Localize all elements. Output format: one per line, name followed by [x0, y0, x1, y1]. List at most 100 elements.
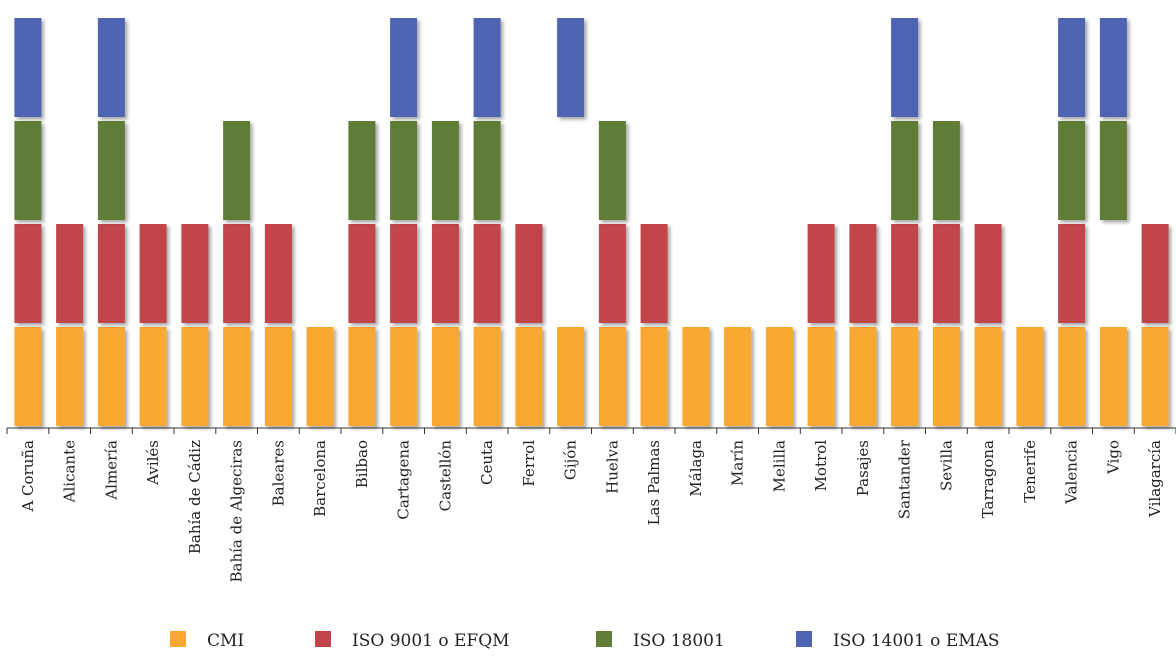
category-label: Marín	[729, 440, 747, 486]
category-label: Cartagena	[395, 440, 413, 520]
bar-iso-14001-o-emas-11	[473, 18, 501, 117]
bar-iso-9001-o-efqm-12	[515, 224, 543, 323]
bar-iso-14001-o-emas-2	[97, 18, 125, 117]
category-label: Ceuta	[478, 440, 496, 485]
bar-cmi-13	[557, 327, 585, 426]
category-label: Bahía de Cádiz	[186, 440, 204, 554]
bar-cmi-26	[1099, 327, 1127, 426]
bar-cmi-2	[97, 327, 125, 426]
bar-cmi-3	[139, 327, 167, 426]
bar-cmi-27	[1141, 327, 1169, 426]
bar-iso-18001-8	[348, 121, 376, 220]
bar-iso-9001-o-efqm-25	[1058, 224, 1086, 323]
category-label: Sevilla	[937, 440, 955, 491]
bar-iso-18001-2	[97, 121, 125, 220]
category-label: A Coruña	[19, 440, 37, 513]
bar-iso-14001-o-emas-9	[390, 18, 418, 117]
bar-iso-9001-o-efqm-9	[390, 224, 418, 323]
category-label: Melilla	[770, 440, 788, 492]
bar-iso-9001-o-efqm-14	[598, 224, 626, 323]
bar-iso-9001-o-efqm-1	[56, 224, 84, 323]
bar-cmi-8	[348, 327, 376, 426]
bar-iso-18001-9	[390, 121, 418, 220]
bar-cmi-16	[682, 327, 710, 426]
bar-iso-18001-21	[891, 121, 919, 220]
legend-swatch	[596, 631, 612, 647]
bar-cmi-7	[306, 327, 334, 426]
category-label: Bilbao	[353, 440, 371, 488]
bar-cmi-25	[1058, 327, 1086, 426]
bar-iso-9001-o-efqm-20	[849, 224, 877, 323]
bar-iso-18001-5	[223, 121, 251, 220]
bar-cmi-11	[473, 327, 501, 426]
category-label: Castellón	[436, 440, 454, 512]
bar-cmi-20	[849, 327, 877, 426]
category-label: Huelva	[603, 440, 621, 494]
category-label: Vigo	[1104, 440, 1122, 475]
bar-cmi-4	[181, 327, 209, 426]
bar-iso-18001-0	[14, 121, 42, 220]
bars-layer	[14, 18, 1169, 426]
category-label: Málaga	[687, 440, 705, 497]
category-label: Alicante	[61, 440, 79, 503]
category-label: Gijón	[562, 440, 580, 480]
legend-label: CMI	[207, 631, 244, 651]
bar-iso-14001-o-emas-25	[1058, 18, 1086, 117]
category-label: Santander	[896, 439, 914, 519]
bar-iso-14001-o-emas-0	[14, 18, 42, 117]
bar-cmi-18	[765, 327, 793, 426]
bar-iso-14001-o-emas-13	[557, 18, 585, 117]
bar-iso-9001-o-efqm-27	[1141, 224, 1169, 323]
category-label: Valencia	[1063, 440, 1081, 505]
category-label: Ferrol	[520, 440, 538, 487]
bar-iso-9001-o-efqm-4	[181, 224, 209, 323]
category-label: Pasajes	[854, 440, 872, 496]
bar-iso-9001-o-efqm-3	[139, 224, 167, 323]
bar-cmi-15	[640, 327, 668, 426]
category-label: Almería	[102, 440, 120, 501]
bar-iso-9001-o-efqm-5	[223, 224, 251, 323]
bar-iso-18001-10	[431, 121, 459, 220]
bar-iso-9001-o-efqm-6	[264, 224, 292, 323]
bar-cmi-6	[264, 327, 292, 426]
legend-swatch	[170, 631, 186, 647]
bar-iso-9001-o-efqm-22	[932, 224, 960, 323]
bar-iso-9001-o-efqm-8	[348, 224, 376, 323]
bar-iso-9001-o-efqm-23	[974, 224, 1002, 323]
bar-cmi-19	[807, 327, 835, 426]
bar-iso-9001-o-efqm-2	[97, 224, 125, 323]
bar-cmi-12	[515, 327, 543, 426]
bar-iso-9001-o-efqm-11	[473, 224, 501, 323]
legend: CMI ISO 9001 o EFQM ISO 18001 ISO 14001 o E…	[170, 631, 1000, 651]
bar-cmi-21	[891, 327, 919, 426]
legend-swatch	[315, 631, 331, 647]
category-label: Bahía de Algeciras	[228, 440, 246, 583]
bar-cmi-24	[1016, 327, 1044, 426]
legend-swatch	[796, 631, 812, 647]
category-label: Tenerife	[1021, 440, 1039, 503]
bar-iso-9001-o-efqm-19	[807, 224, 835, 323]
legend-label: ISO 14001 o EMAS	[833, 631, 1000, 651]
bar-iso-14001-o-emas-21	[891, 18, 919, 117]
legend-label: ISO 18001	[633, 631, 725, 651]
bar-iso-9001-o-efqm-10	[431, 224, 459, 323]
category-label: Motrol	[812, 440, 830, 492]
bar-iso-9001-o-efqm-0	[14, 224, 42, 323]
bar-cmi-0	[14, 327, 42, 426]
bar-iso-9001-o-efqm-15	[640, 224, 668, 323]
x-axis	[6, 427, 1176, 434]
bar-iso-18001-26	[1099, 121, 1127, 220]
bar-cmi-22	[932, 327, 960, 426]
bar-iso-18001-11	[473, 121, 501, 220]
bar-iso-18001-22	[932, 121, 960, 220]
bar-cmi-10	[431, 327, 459, 426]
legend-label: ISO 9001 o EFQM	[352, 631, 510, 651]
bar-iso-9001-o-efqm-21	[891, 224, 919, 323]
bar-iso-18001-14	[598, 121, 626, 220]
bar-cmi-14	[598, 327, 626, 426]
bar-cmi-1	[56, 327, 84, 426]
bar-cmi-9	[390, 327, 418, 426]
category-label: Tarragona	[979, 440, 997, 518]
